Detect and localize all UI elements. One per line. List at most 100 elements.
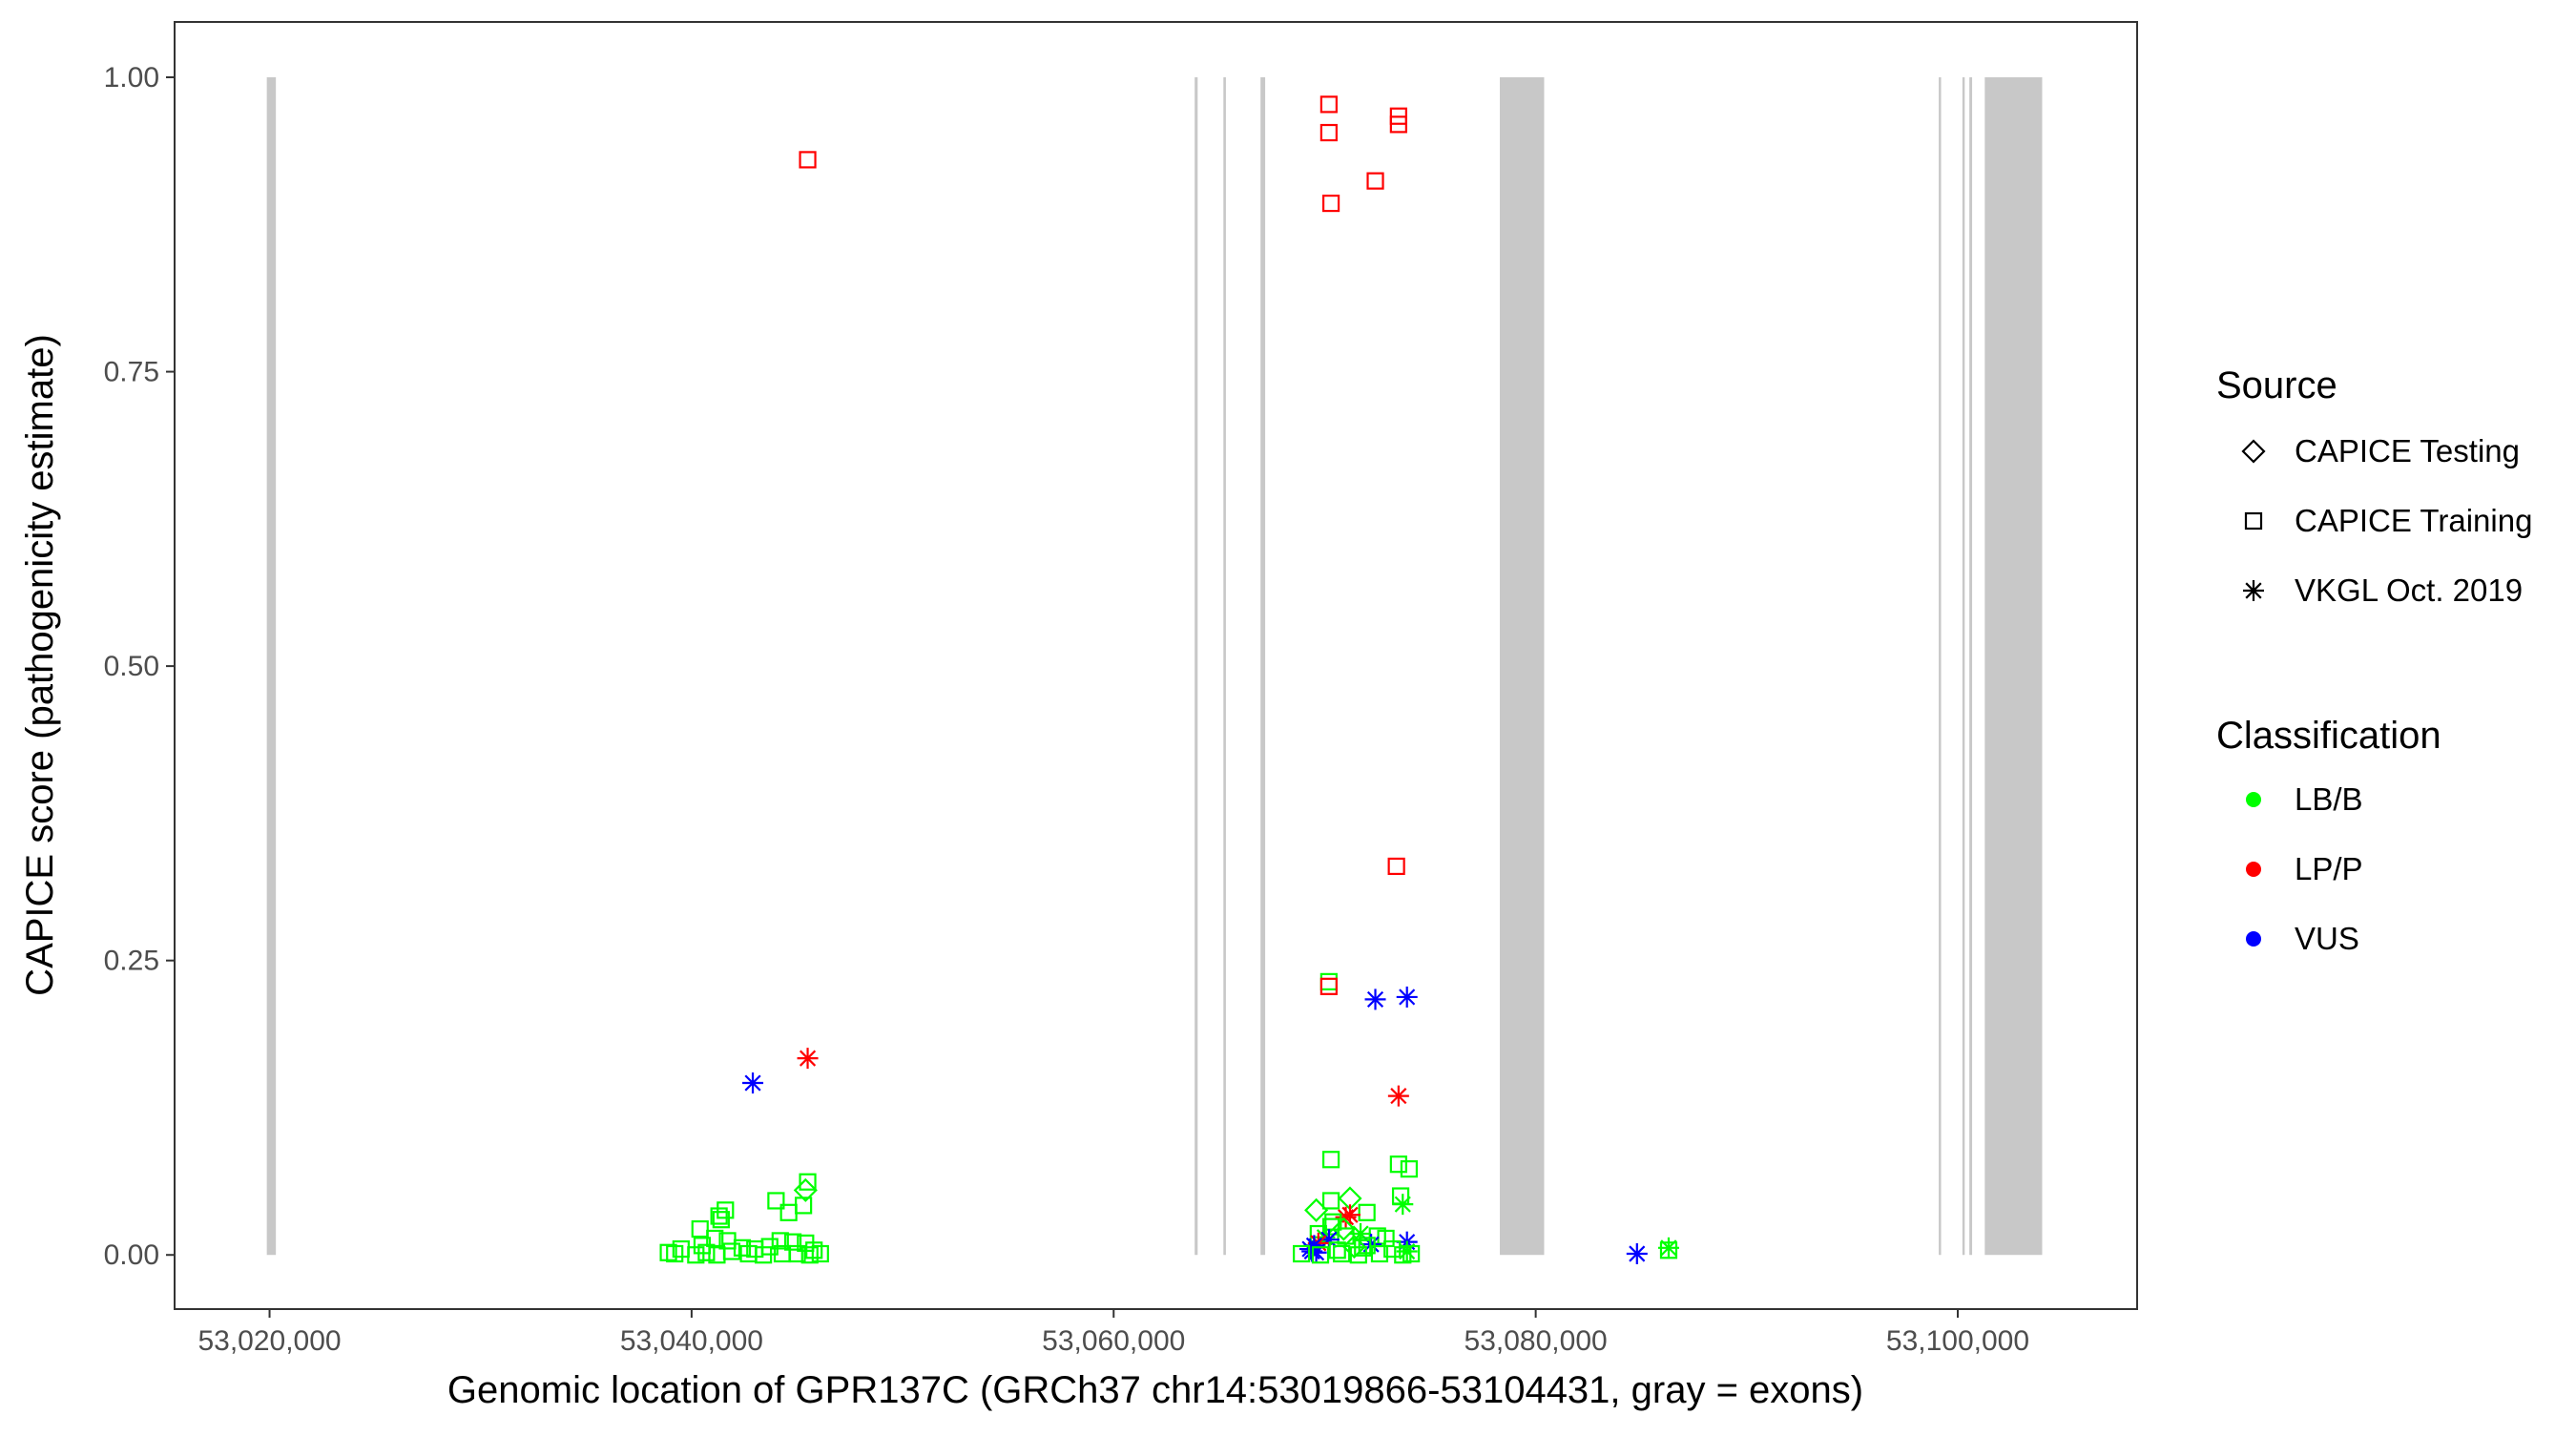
data-point [793, 1177, 818, 1202]
data-point [1341, 1235, 1366, 1259]
legend-title: Classification [2216, 715, 2441, 757]
y-axis: 0.00 0.25 0.50 0.75 1.00 [104, 62, 175, 1271]
data-point [797, 1048, 819, 1070]
exon-band [1195, 77, 1198, 1256]
x-tick-label: 53,060,000 [1042, 1325, 1185, 1357]
legend-label: CAPICE Testing [2295, 433, 2520, 468]
data-point [1293, 1244, 1311, 1263]
data-point [1387, 1085, 1409, 1107]
legend-label: CAPICE Training [2295, 503, 2532, 538]
x-tick-label: 53,100,000 [1886, 1325, 2029, 1357]
legend-title: Source [2216, 364, 2337, 406]
data-point [779, 1203, 798, 1221]
data-point [1383, 1239, 1402, 1259]
x-axis-title: Genomic location of GPR137C (GRCh37 chr1… [447, 1369, 1863, 1411]
data-point [1335, 1206, 1357, 1228]
data-point [811, 1244, 829, 1263]
legend-key-diamond [2241, 439, 2266, 464]
data-point [1311, 1246, 1330, 1264]
exon-band [1984, 77, 2043, 1256]
data-point [1366, 172, 1384, 190]
legend-label: VKGL Oct. 2019 [2295, 572, 2523, 608]
legend-label: VUS [2295, 921, 2359, 956]
data-point [710, 1207, 728, 1225]
data-point [1321, 194, 1340, 213]
data-point [742, 1072, 764, 1094]
data-point [800, 1246, 819, 1264]
data-point [717, 1201, 735, 1219]
legend-key-asterisk [2243, 580, 2264, 601]
data-point [733, 1238, 752, 1257]
data-point [708, 1246, 726, 1264]
data-point [783, 1233, 802, 1251]
exon-band [1962, 77, 1965, 1256]
x-tick-label: 53,080,000 [1465, 1325, 1608, 1357]
data-point [1321, 1192, 1340, 1210]
point-layer [659, 95, 1679, 1264]
data-point [1626, 1242, 1648, 1264]
data-point [1400, 1160, 1419, 1178]
y-tick-label: 0.75 [104, 357, 159, 388]
data-point [1370, 1244, 1389, 1263]
data-point [659, 1243, 677, 1261]
data-point [1389, 115, 1407, 134]
data-point [1364, 989, 1386, 1010]
plot-panel-border [174, 21, 2138, 1310]
exon-band [266, 77, 277, 1256]
data-point [1304, 1197, 1329, 1222]
y-tick-label: 1.00 [104, 62, 159, 94]
data-point [1319, 972, 1338, 990]
exon-band [1969, 77, 1973, 1256]
data-point [1319, 977, 1338, 995]
data-point [1389, 1155, 1407, 1174]
data-point [1659, 1241, 1678, 1259]
y-tick-label: 0.25 [104, 946, 159, 977]
data-point [754, 1246, 773, 1264]
data-point [799, 151, 817, 169]
data-point [1392, 1194, 1414, 1216]
data-point [767, 1192, 785, 1210]
data-point [1396, 986, 1418, 1008]
data-point [666, 1244, 684, 1263]
exon-band [1223, 77, 1226, 1256]
legend-key-color [2246, 862, 2261, 877]
data-point [1396, 1240, 1418, 1262]
data-point [739, 1244, 758, 1263]
data-point [1358, 1203, 1376, 1221]
legend-label: LP/P [2295, 851, 2363, 886]
data-point [1321, 1151, 1340, 1169]
exon-band [1500, 77, 1545, 1256]
y-tick-label: 0.00 [104, 1239, 159, 1271]
y-tick-label: 0.50 [104, 651, 159, 682]
data-point [1319, 123, 1338, 142]
legend: Source CAPICE Testing CAPICE Training VKGL … [2216, 364, 2532, 956]
legend-label: LB/B [2295, 781, 2363, 817]
data-point [771, 1232, 789, 1250]
data-point [1387, 857, 1405, 876]
exon-band [1260, 77, 1266, 1256]
data-point [1333, 1244, 1351, 1263]
data-point [799, 1173, 817, 1191]
data-point [722, 1242, 741, 1260]
legend-key-color [2246, 792, 2261, 807]
data-point [1394, 1246, 1412, 1264]
data-point [1349, 1246, 1367, 1264]
data-point [712, 1211, 730, 1229]
x-tick-label: 53,040,000 [620, 1325, 763, 1357]
legend-key-color [2246, 931, 2261, 947]
data-point [1331, 1217, 1356, 1241]
exon-layer [266, 77, 2043, 1256]
data-point [805, 1241, 823, 1259]
legend-key-square [2244, 511, 2263, 531]
x-tick-label: 53,020,000 [197, 1325, 341, 1357]
x-axis: 53,020,000 53,040,000 53,060,000 53,080,000… [197, 1309, 2029, 1357]
data-point [1328, 1241, 1346, 1259]
data-point [795, 1197, 813, 1215]
data-point [788, 1244, 806, 1263]
data-point [1319, 95, 1338, 114]
y-axis-title: CAPICE score (pathogenicity estimate) [19, 334, 61, 996]
data-point [697, 1243, 716, 1261]
data-point [691, 1219, 709, 1238]
